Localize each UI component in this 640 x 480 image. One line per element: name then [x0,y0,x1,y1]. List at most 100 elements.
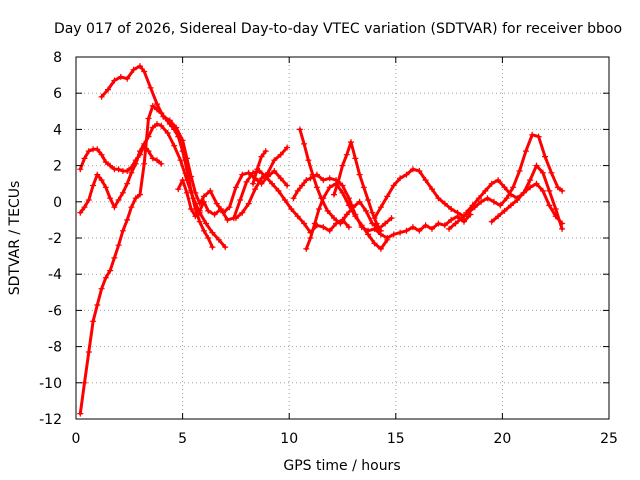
data-point [454,209,461,216]
data-point [154,157,160,164]
data-point [488,218,495,225]
data-point [548,169,555,176]
data-point [371,240,378,247]
series-sat-k [331,139,384,234]
data-point [149,102,156,109]
data-point [119,189,126,196]
data-point [339,189,346,196]
data-point [507,202,514,209]
data-point [158,160,165,167]
data-point [520,189,527,196]
y-tick-label: -4 [48,267,62,283]
series-track [490,182,564,225]
data-point [356,171,363,178]
y-tick-label: -10 [39,376,62,392]
series-track [251,149,268,186]
data-point [516,168,523,174]
data-point [179,177,186,184]
data-point [128,169,135,176]
data-point [503,195,510,202]
data-point [102,159,109,165]
data-point [435,195,442,202]
x-tick-labels: 0 5 10 15 20 25 [72,431,618,447]
data-point [331,215,337,222]
data-point [81,379,88,386]
data-point [458,215,465,222]
data-point [326,175,333,182]
series-sat-d [77,121,229,251]
y-tick-label: 2 [53,159,62,175]
data-point [345,202,352,209]
data-point [269,180,276,187]
data-point [200,193,207,200]
data-point [94,302,101,308]
x-tick-label: 15 [387,431,405,447]
data-point [94,171,101,178]
data-point [339,182,346,189]
data-point [98,93,105,100]
data-point [218,206,224,212]
data-point [277,175,284,182]
data-point [200,198,207,205]
data-point [482,187,489,194]
data-point [85,349,92,355]
data-point [316,206,322,212]
data-point [373,220,380,227]
data-point [529,131,536,138]
data-point [98,151,105,158]
data-point [305,157,312,164]
data-point [250,180,256,187]
data-point [124,180,131,187]
data-point [271,157,278,164]
data-point [356,198,363,205]
data-point [294,213,301,220]
data-point [264,169,271,176]
data-point [158,122,165,129]
data-point [377,204,384,211]
series-track [464,164,564,231]
y-tick-label: 4 [53,122,62,138]
data-point [98,285,105,292]
data-point [365,231,372,238]
data-point [539,169,546,176]
data-point [211,211,218,218]
data-point [132,195,139,202]
data-point [145,115,152,122]
data-point [90,182,97,189]
data-point [277,151,284,158]
data-point [501,184,508,191]
data-point [115,197,122,203]
data-point [85,197,92,203]
data-point [533,162,540,169]
data-point [446,225,453,232]
data-point [296,126,303,133]
data-point [390,182,397,189]
data-point [326,227,333,234]
data-point [288,206,295,212]
data-point [164,130,171,136]
data-point [441,200,448,207]
data-point [409,166,416,173]
series-sat-h [290,171,474,241]
data-point [301,140,308,147]
data-point [475,195,482,202]
series-sat-b [98,63,291,216]
data-point [539,187,546,194]
data-point [258,153,265,160]
data-point [203,220,210,227]
data-point [141,140,148,147]
data-series [77,63,566,417]
data-point [478,198,485,205]
data-point [200,227,207,234]
data-point [166,117,173,124]
data-point [177,157,184,164]
data-point [130,66,137,73]
data-point [490,198,497,205]
y-tick-label: -6 [48,303,62,319]
x-axis-label: GPS time / hours [283,458,400,474]
data-point [382,220,389,227]
data-point [226,204,233,211]
y-tick-label: -2 [48,231,62,247]
data-point [124,168,131,174]
